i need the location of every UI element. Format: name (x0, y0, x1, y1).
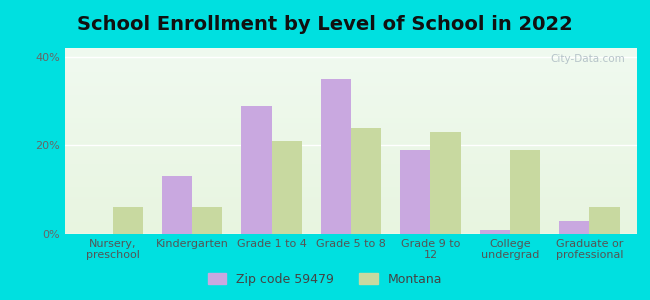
Bar (272, 141, 302, 234)
Bar (192, 207, 222, 234)
Bar (162, 176, 192, 234)
Bar (510, 150, 540, 234)
Bar (480, 230, 510, 234)
Bar (351, 128, 381, 234)
Bar (321, 79, 351, 234)
Bar (400, 150, 430, 234)
Text: City-Data.com: City-Data.com (551, 54, 625, 64)
Text: School Enrollment by Level of School in 2022: School Enrollment by Level of School in … (77, 15, 573, 34)
Bar (590, 207, 619, 234)
Legend: Zip code 59479, Montana: Zip code 59479, Montana (203, 268, 447, 291)
Bar (559, 221, 590, 234)
Bar (112, 207, 143, 234)
Bar (430, 132, 461, 234)
Bar (241, 106, 272, 234)
